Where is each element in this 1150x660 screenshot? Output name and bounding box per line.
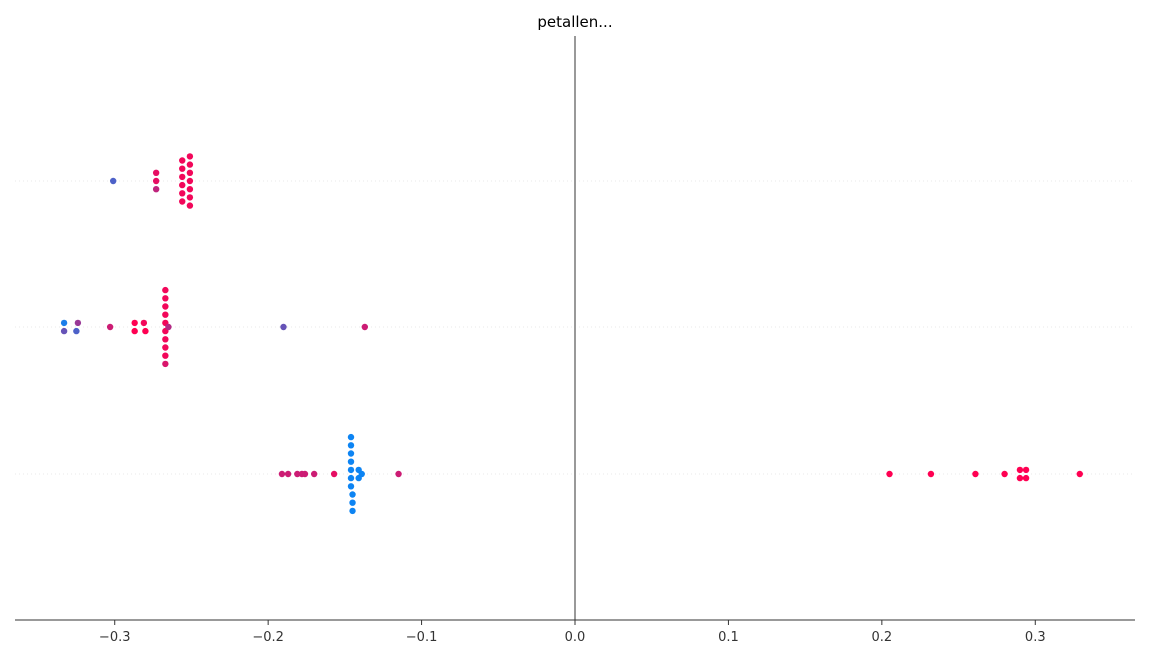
data-points (60, 153, 1083, 515)
data-point (927, 470, 935, 478)
data-point (186, 202, 194, 209)
data-point (294, 470, 301, 478)
data-point (186, 194, 194, 201)
data-point (74, 319, 82, 327)
data-point (152, 169, 160, 176)
data-point (162, 336, 169, 343)
x-axis-ticks: −0.3 −0.2 −0.1 0.0 0.1 0.2 0.3 (99, 620, 1046, 645)
data-point (162, 360, 169, 368)
x-tick-label: 0.3 (1025, 630, 1046, 645)
data-point (186, 169, 194, 176)
data-point (1001, 470, 1008, 478)
data-point (1016, 466, 1024, 474)
x-tick-label: 0.1 (718, 630, 739, 645)
data-point (179, 157, 186, 164)
data-point (179, 165, 186, 172)
data-point (280, 323, 287, 331)
data-point (162, 303, 169, 310)
data-point (179, 198, 186, 205)
x-tick-label: 0.0 (565, 630, 586, 645)
x-tick-label: −0.1 (406, 630, 438, 645)
data-point (310, 470, 318, 478)
data-point (301, 470, 309, 478)
data-point (349, 491, 356, 498)
data-point (109, 177, 117, 185)
data-point (347, 450, 355, 457)
data-point (179, 181, 186, 189)
data-point (347, 458, 355, 465)
data-point (186, 177, 194, 185)
data-point (1016, 474, 1024, 482)
x-tick-label: 0.2 (872, 630, 893, 645)
data-point (152, 177, 160, 185)
data-point (165, 323, 172, 331)
data-point (347, 442, 355, 449)
data-point (361, 323, 369, 331)
data-point (186, 153, 194, 160)
data-point (284, 470, 292, 478)
data-point (347, 433, 355, 441)
data-point (278, 470, 286, 478)
data-point (179, 173, 186, 181)
data-point (349, 507, 356, 515)
data-point (162, 295, 169, 302)
data-point (162, 286, 169, 294)
x-tick-label: −0.2 (252, 630, 284, 645)
data-point (131, 327, 138, 335)
data-point (60, 327, 68, 335)
data-point (142, 327, 149, 335)
data-point (1022, 466, 1030, 474)
data-point (972, 470, 979, 478)
data-point (140, 319, 148, 327)
chart-title: petallen... (537, 13, 612, 31)
data-point (330, 470, 338, 478)
data-point (162, 352, 169, 359)
data-point (186, 161, 194, 168)
data-point (60, 319, 68, 327)
data-point (1022, 474, 1030, 482)
data-point (347, 474, 355, 482)
x-tick-label: −0.3 (99, 630, 131, 645)
data-point (179, 190, 186, 197)
data-point (395, 470, 402, 478)
data-point (347, 466, 355, 474)
data-point (162, 344, 169, 351)
data-point (186, 186, 194, 193)
data-point (349, 499, 356, 506)
data-point (73, 327, 80, 335)
data-point (162, 311, 169, 318)
data-point (886, 470, 893, 478)
data-point (347, 483, 355, 490)
data-point (106, 323, 114, 331)
data-point (152, 186, 160, 193)
data-point (131, 319, 138, 327)
data-point (358, 470, 365, 478)
data-point (1076, 470, 1083, 478)
